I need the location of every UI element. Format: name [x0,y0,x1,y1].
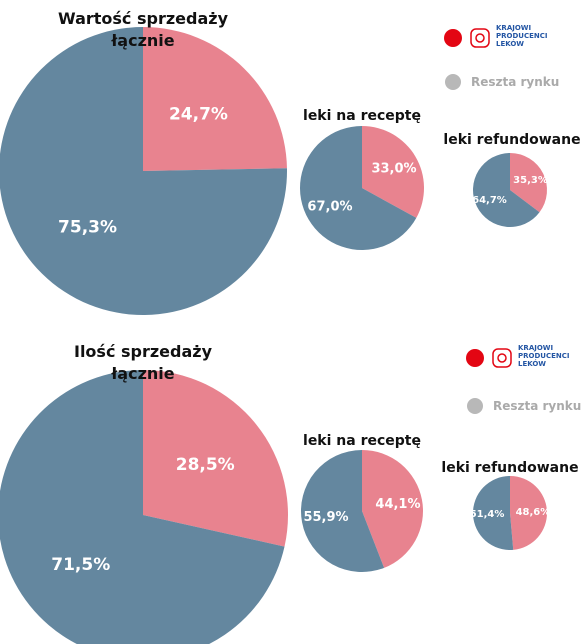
value-label: 71,5% [51,555,110,575]
pie-slice [362,126,425,218]
pie-slice [510,153,547,213]
value-label: 75,3% [58,218,117,238]
pie-title: leki na receptę [303,108,421,124]
pie-title: Ilość sprzedaży łącznie [73,342,213,383]
pie-slice [300,125,417,250]
legend-label: KRAJOWI PRODUCENCI LEKÓW [518,344,570,368]
pie-slice [362,450,423,568]
value-label: 44,1% [375,497,420,512]
value-label: 33,0% [371,162,416,177]
pie-slice [472,152,540,227]
pie-slice [472,476,514,550]
logo-shape [497,353,507,363]
pie-slice [0,370,285,644]
value-label: 28,5% [176,455,235,475]
logo-shape [470,28,490,48]
pie-slice [0,27,287,315]
logo-icon [492,348,512,368]
pie-slice [300,450,385,573]
pie-slice [143,370,288,547]
legend-marker [466,349,484,367]
legend-label: KRAJOWI PRODUCENCI LEKÓW [496,24,548,48]
legend-marker [444,29,462,47]
pie-title: Wartość sprzedaży łącznie [57,9,228,50]
logo-icon [470,28,490,48]
legend-label: Reszta rynku [493,399,582,413]
value-label: 48,6% [516,507,551,518]
value-label: 51,4% [470,509,505,520]
legend-label: Reszta rynku [471,75,560,89]
pie-title: leki refundowane [441,460,579,476]
legend-marker [467,398,483,414]
value-label: 67,0% [307,199,352,214]
value-label: 24,7% [169,104,228,124]
pie-title: leki na receptę [303,433,421,449]
logo-shape [492,348,512,368]
value-label: 35,3% [513,175,548,186]
pie-slice [143,27,287,171]
legend-marker [445,74,461,90]
pie-title: leki refundowane [443,132,581,148]
logo-shape [475,33,485,43]
value-label: 55,9% [303,510,348,525]
value-label: 64,7% [472,195,507,206]
pie-slice [510,476,547,550]
